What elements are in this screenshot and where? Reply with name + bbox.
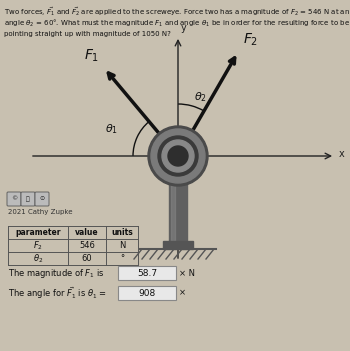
Text: Ⓑ: Ⓑ — [26, 196, 30, 202]
FancyBboxPatch shape — [35, 192, 49, 206]
Text: $\theta_2$: $\theta_2$ — [194, 90, 207, 104]
FancyBboxPatch shape — [7, 192, 21, 206]
Text: ©: © — [11, 197, 17, 201]
Circle shape — [158, 136, 198, 176]
Text: parameter: parameter — [15, 228, 61, 237]
FancyBboxPatch shape — [21, 192, 35, 206]
Text: The angle for $\vec{F_1}$ is $\theta_1$ =: The angle for $\vec{F_1}$ is $\theta_1$ … — [8, 285, 107, 301]
Bar — [118, 286, 176, 300]
Bar — [171, 183, 175, 241]
Text: ×: × — [179, 289, 186, 298]
Text: y: y — [181, 23, 187, 33]
Text: angle $\theta_2$ = 60°. What must the magnitude $F_1$ and angle $\theta_1$ be in: angle $\theta_2$ = 60°. What must the ma… — [4, 18, 350, 29]
Circle shape — [148, 126, 208, 186]
Circle shape — [151, 129, 205, 183]
Text: ⊙: ⊙ — [39, 197, 45, 201]
Text: $F_2$: $F_2$ — [243, 32, 258, 48]
Text: 908: 908 — [138, 289, 156, 298]
Bar — [169, 183, 187, 241]
Text: 2021 Cathy Zupke: 2021 Cathy Zupke — [8, 209, 72, 215]
Text: 546: 546 — [79, 241, 95, 250]
Text: °: ° — [120, 254, 124, 263]
Text: 58.7: 58.7 — [137, 269, 157, 278]
Text: $F_1$: $F_1$ — [84, 47, 99, 64]
Text: x: x — [339, 149, 345, 159]
Bar — [163, 241, 193, 249]
Text: units: units — [111, 228, 133, 237]
Text: N: N — [119, 241, 125, 250]
Text: 60: 60 — [82, 254, 92, 263]
Circle shape — [168, 146, 188, 166]
Text: $\theta_2$: $\theta_2$ — [33, 252, 43, 265]
Text: × N: × N — [179, 269, 195, 278]
Text: value: value — [75, 228, 99, 237]
Circle shape — [162, 140, 194, 172]
Text: $F_2$: $F_2$ — [33, 239, 43, 252]
Bar — [118, 266, 176, 280]
Text: pointing straight up with magnitude of 1050 N?: pointing straight up with magnitude of 1… — [4, 31, 171, 37]
Text: Two forces, $\vec{F_1}$ and $\vec{F_2}$ are applied to the screweye. Force two h: Two forces, $\vec{F_1}$ and $\vec{F_2}$ … — [4, 5, 350, 18]
Text: $\theta_1$: $\theta_1$ — [105, 122, 118, 136]
Text: The magnitude of $F_1$ is: The magnitude of $F_1$ is — [8, 266, 105, 279]
